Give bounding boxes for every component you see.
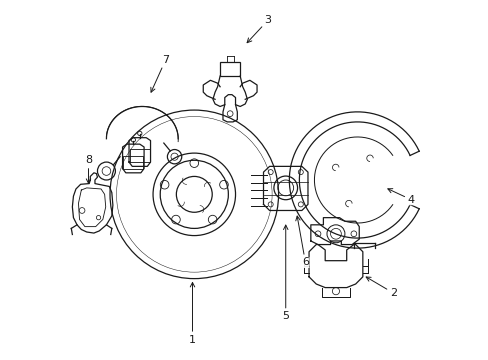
Text: 5: 5 [282,225,288,321]
Text: 2: 2 [366,277,396,298]
Text: 7: 7 [150,55,169,92]
Text: 3: 3 [246,15,271,43]
Text: 6: 6 [295,216,308,267]
Text: 4: 4 [387,189,414,205]
Text: 1: 1 [189,283,196,345]
Text: 8: 8 [85,155,92,183]
